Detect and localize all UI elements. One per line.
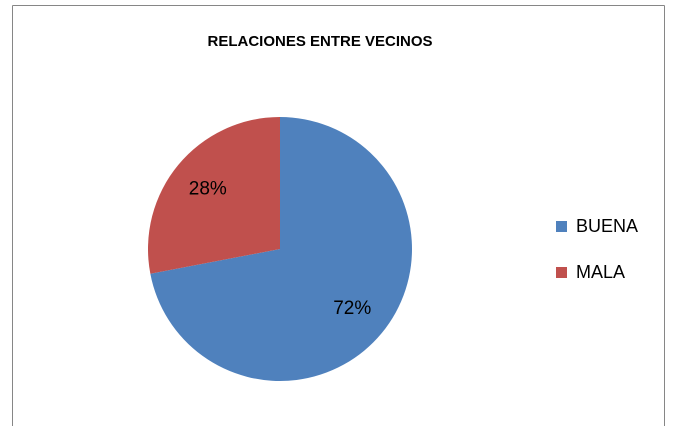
pie-slice <box>150 117 413 382</box>
pie-slice <box>148 117 280 274</box>
data-label: 28% <box>189 178 227 199</box>
data-label: 72% <box>333 298 371 319</box>
legend-swatch <box>556 221 567 232</box>
legend-label: MALA <box>576 262 625 282</box>
legend-label: BUENA <box>576 216 638 236</box>
chart-title: RELACIONES ENTRE VECINOS <box>207 33 432 50</box>
legend-swatch <box>556 267 567 278</box>
